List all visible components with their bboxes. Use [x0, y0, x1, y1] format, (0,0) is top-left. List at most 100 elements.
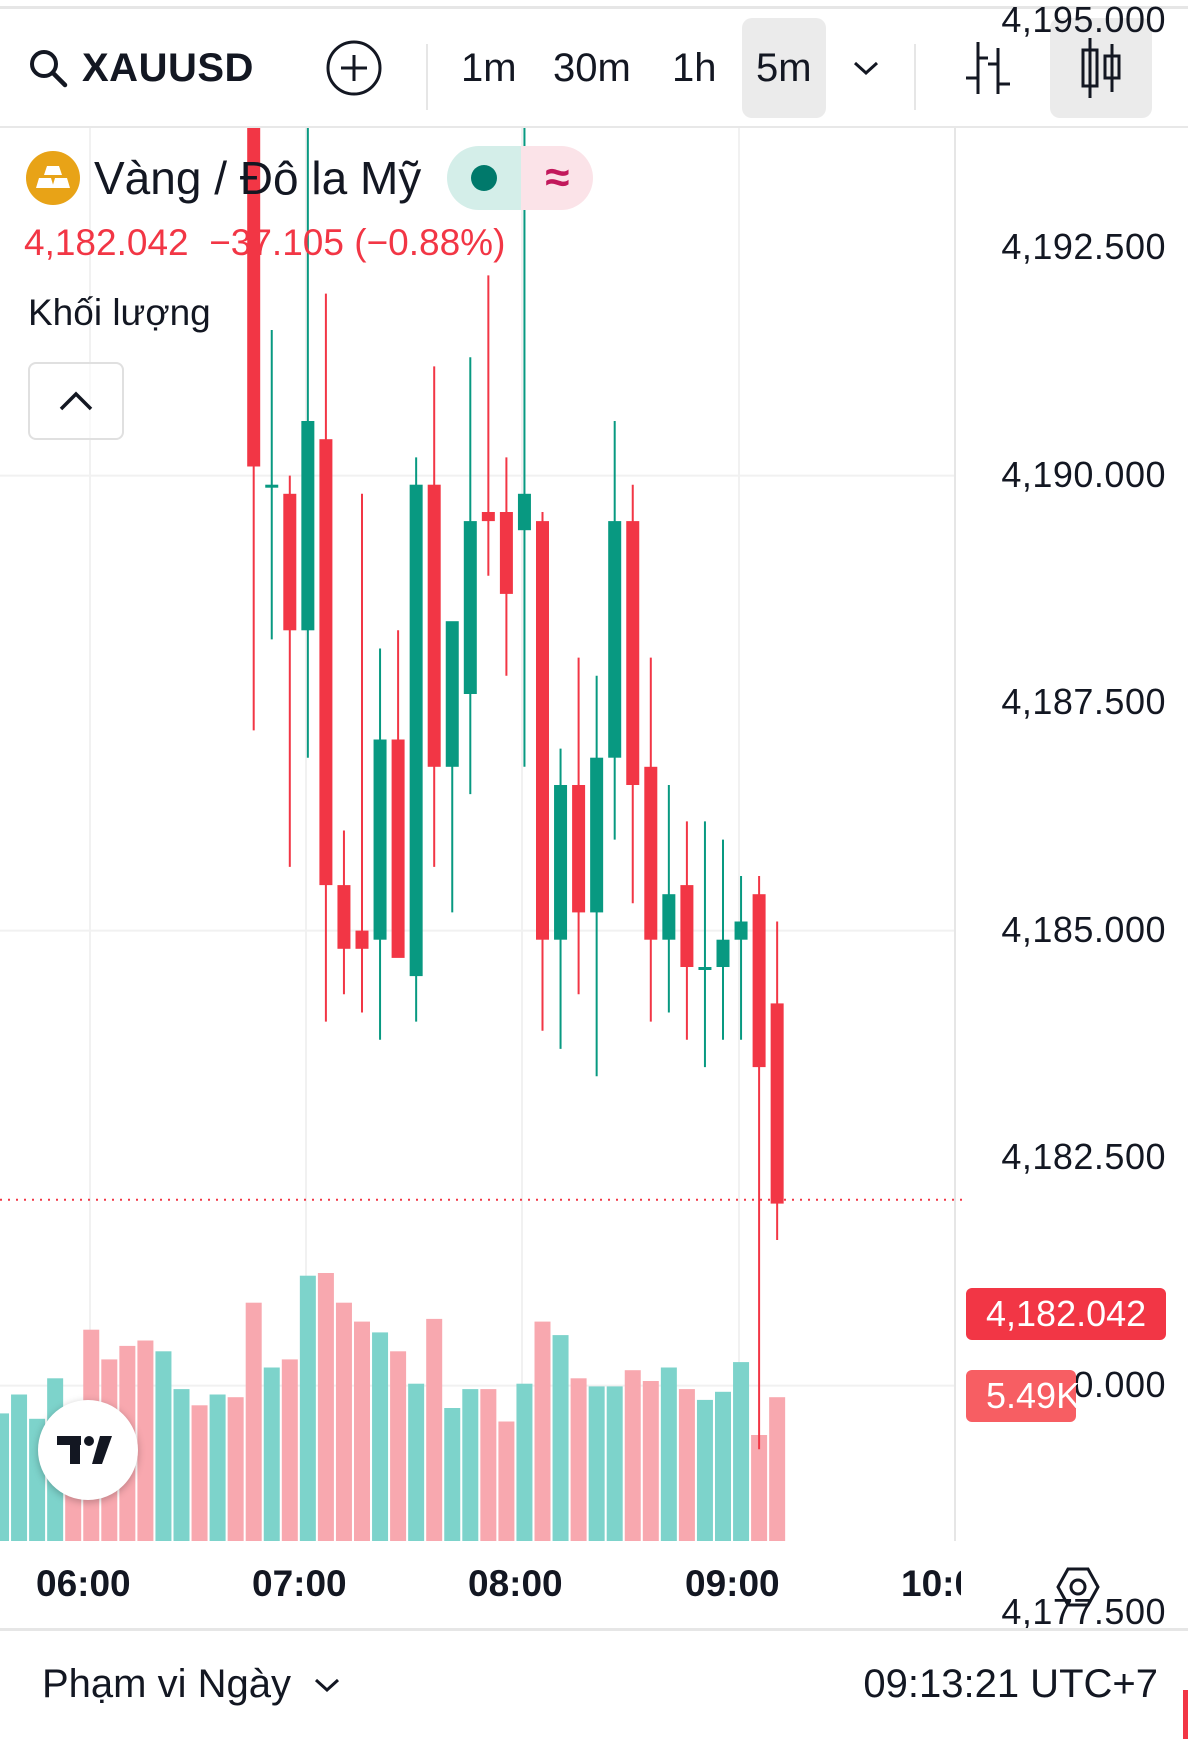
market-status-dot-icon [471, 165, 498, 191]
timeframe-dropdown[interactable] [852, 10, 880, 126]
symbol-name: XAUUSD [82, 45, 254, 90]
volume-bar [678, 1389, 695, 1541]
settings-icon[interactable] [1055, 1564, 1101, 1610]
bar-style-icon [966, 42, 1010, 94]
candle-body [337, 885, 351, 949]
top-border [0, 6, 1188, 9]
date-range-button[interactable]: Phạm vi Ngày [42, 1662, 341, 1707]
price-axis-label: 4,182.500 [1001, 1136, 1166, 1178]
volume-bar [588, 1386, 605, 1541]
candle-body [572, 785, 586, 913]
time-axis-label: 06:00 [36, 1563, 131, 1604]
candle-body [265, 484, 279, 488]
candle-body [752, 894, 766, 1068]
price-axis-label: 4,185.000 [1001, 908, 1166, 950]
search-icon [30, 50, 68, 88]
candle-body [626, 521, 640, 785]
compare-add-button[interactable] [324, 10, 384, 126]
collapse-legend-button[interactable] [28, 362, 124, 440]
volume-bar [191, 1405, 208, 1541]
chevron-down-icon [853, 61, 879, 76]
candle-body [445, 621, 459, 767]
price-axis-label: 4,177.500 [1001, 1591, 1166, 1633]
volume-bar [263, 1367, 280, 1541]
candle-body [427, 484, 441, 767]
volume-bar [462, 1389, 479, 1541]
volume-bar [155, 1351, 172, 1541]
candle-body [680, 885, 694, 967]
time-axis-label: 09:00 [685, 1563, 780, 1604]
price-axis-label: 4,187.500 [1001, 681, 1166, 723]
tradingview-logo[interactable] [38, 1400, 138, 1500]
candle-body [517, 493, 531, 531]
candle-body [608, 521, 622, 758]
volume-bar [0, 1413, 9, 1541]
candle-body [373, 739, 387, 940]
last-price-tag: 4,182.042 [966, 1288, 1167, 1340]
candle-body [770, 1003, 784, 1204]
volume-bar [137, 1340, 154, 1541]
volume-bar [534, 1321, 551, 1541]
time-axis-label: 08:00 [468, 1563, 563, 1604]
volume-bar [751, 1435, 768, 1541]
volume-bar [227, 1397, 244, 1541]
timeframe-5m[interactable]: 5m [742, 18, 826, 118]
volume-bar [245, 1302, 262, 1541]
volume-bar [733, 1362, 750, 1541]
timeframe-1m[interactable]: 1m [461, 45, 517, 90]
symbol-legend: Vàng / Đô la Mỹ ≈ [26, 146, 594, 210]
timeframe-30m[interactable]: 30m [553, 45, 631, 90]
volume-bar [642, 1381, 659, 1541]
volume-bar [281, 1359, 298, 1541]
gold-icon [26, 151, 80, 205]
symbol-title: Vàng / Đô la Mỹ [94, 152, 422, 204]
time-axis-label: 07:00 [252, 1563, 347, 1604]
volume-bar [209, 1394, 226, 1541]
price-chart[interactable] [0, 128, 1188, 1541]
candle-body [499, 512, 513, 594]
timezone-clock[interactable]: 09:13:21 UTC+7 [863, 1662, 1158, 1706]
volume-bar [696, 1399, 713, 1541]
tradingview-logo-icon [57, 1436, 112, 1464]
volume-bar [769, 1397, 786, 1541]
volume-bar [11, 1394, 28, 1541]
candle-body [698, 967, 712, 970]
candle-body [590, 757, 604, 913]
candle-body [283, 493, 297, 631]
candle-body [554, 785, 568, 940]
price-change: −37.105 (−0.88%) [209, 222, 506, 263]
candle-style-button[interactable] [1050, 18, 1152, 118]
toolbar-separator [426, 44, 428, 110]
volume-bar [317, 1273, 334, 1541]
timeframe-1h[interactable]: 1h [672, 45, 717, 90]
volume-tag: 5.49K [966, 1370, 1080, 1422]
price-change-line: 4,182.042 −37.105 (−0.88%) [24, 222, 505, 264]
candle-body [536, 521, 549, 940]
volume-bar [624, 1370, 641, 1541]
volume-bar [606, 1386, 623, 1541]
volume-bar [354, 1321, 370, 1541]
volume-bar [426, 1318, 443, 1541]
candle-style-icon [1081, 38, 1121, 98]
price-axis-label: 4,192.500 [1001, 226, 1166, 268]
market-open-indicator [447, 146, 522, 210]
symbol-search[interactable]: XAUUSD [28, 10, 268, 126]
volume-indicator-label: Khối lượng [28, 292, 211, 333]
chevron-down-icon [314, 1678, 339, 1692]
volume-bar [552, 1335, 569, 1541]
time-axis-label: 10:00 [901, 1563, 961, 1604]
price-axis-label: 4,190.000 [1001, 453, 1166, 495]
volume-bar [660, 1367, 677, 1541]
toolbar: XAUUSD 1m 30m 1h 5m [0, 10, 1188, 128]
bar-style-button[interactable] [962, 10, 1014, 126]
edge-indicator [1183, 1690, 1188, 1739]
candle-body [301, 421, 315, 631]
market-status-pill[interactable]: ≈ [447, 146, 594, 210]
volume-bar [516, 1383, 533, 1541]
volume-bar [299, 1275, 316, 1541]
candle-body [391, 739, 405, 958]
candle-body [247, 128, 261, 467]
candle-body [355, 930, 369, 949]
volume-bar [498, 1421, 515, 1541]
chevron-up-icon [59, 391, 93, 411]
